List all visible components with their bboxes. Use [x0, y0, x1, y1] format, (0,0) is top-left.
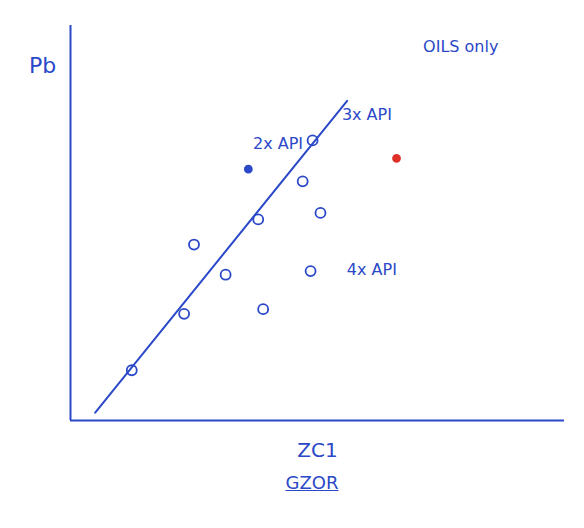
- html-text:GZOR: GZOR: [285, 472, 339, 493]
- svg-text:OILS only: OILS only: [423, 37, 498, 56]
- svg-text:3x API: 3x API: [342, 105, 392, 124]
- svg-text:Pb: Pb: [29, 53, 56, 78]
- svg-text:4x API: 4x API: [347, 260, 397, 279]
- svg-text:ZC1: ZC1: [297, 438, 337, 462]
- svg-text:2x API: 2x API: [253, 134, 303, 153]
